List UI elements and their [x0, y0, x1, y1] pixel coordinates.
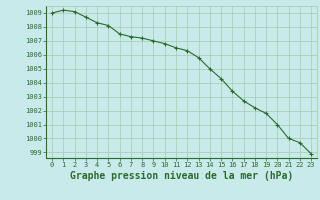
X-axis label: Graphe pression niveau de la mer (hPa): Graphe pression niveau de la mer (hPa)	[70, 171, 293, 181]
